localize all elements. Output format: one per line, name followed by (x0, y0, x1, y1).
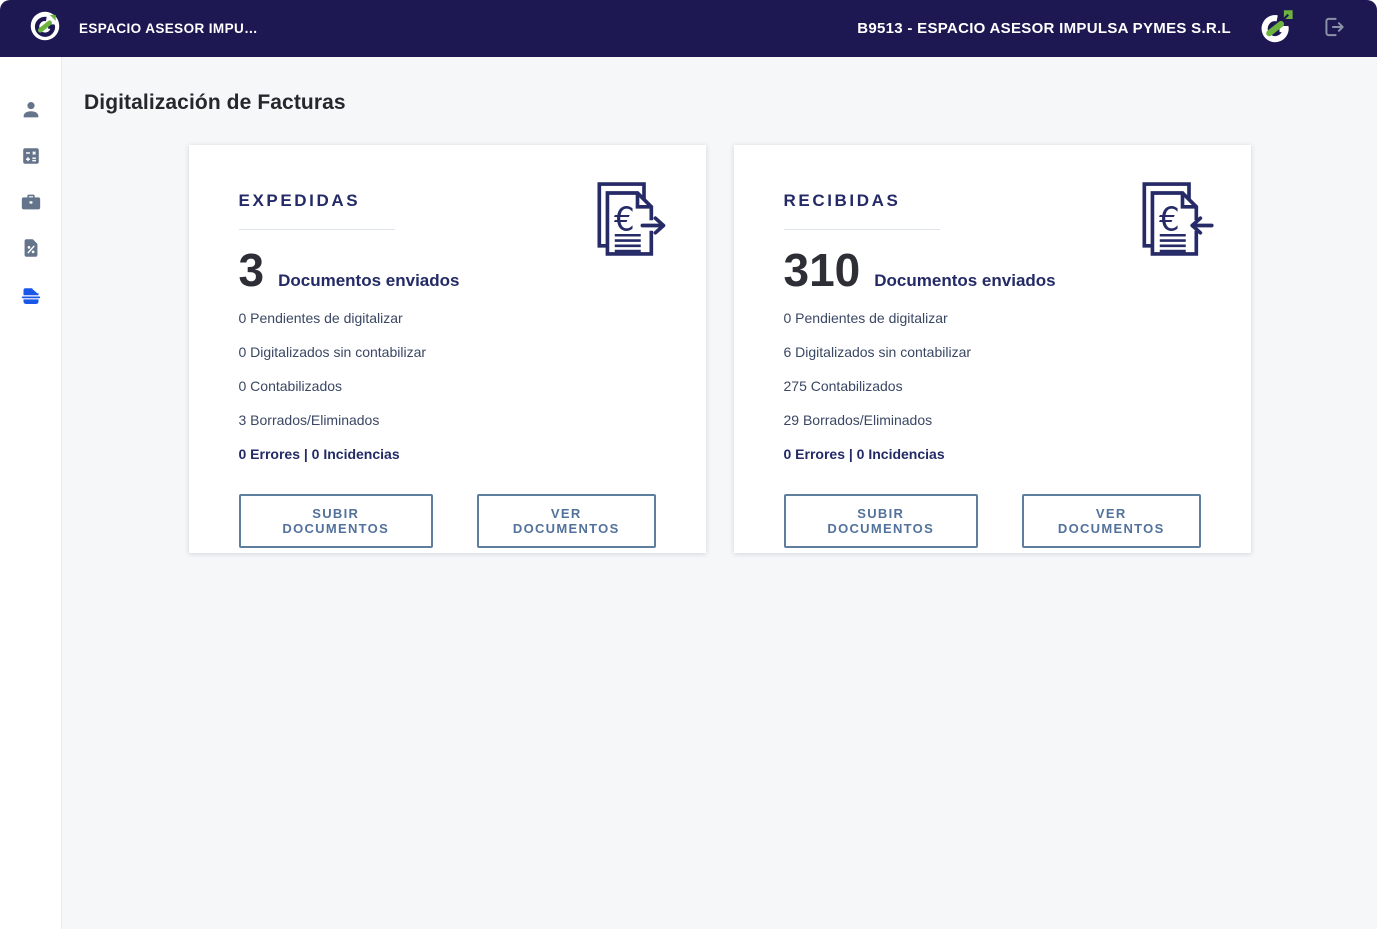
stat-pendientes: 0 Pendientes de digitalizar (238, 310, 403, 327)
stat-borrados: 3 Borrados/Eliminados (238, 412, 380, 429)
documents-count-label: Documentos enviados (278, 271, 460, 290)
scanner-icon (19, 282, 43, 309)
svg-text:€: € (613, 200, 634, 238)
count-row: 3 Documentos enviados (238, 244, 656, 296)
sidebar-item-scanner-active[interactable] (11, 281, 51, 309)
sidebar-item-user[interactable] (11, 97, 51, 125)
stat-digitalizados: 0 Digitalizados sin contabilizar (238, 344, 427, 361)
subir-documentos-button[interactable]: SUBIR DOCUMENTOS (783, 494, 978, 549)
sidebar (0, 57, 62, 929)
bottom-strip (0, 929, 1377, 935)
documents-euro-outgoing-icon: € (592, 175, 670, 268)
documents-count-label: Documentos enviados (874, 271, 1056, 290)
card-title: RECIBIDAS (783, 191, 901, 210)
stat-errores-incidencias: 0 Errores | 0 Incidencias (783, 446, 945, 463)
stat-errores-incidencias: 0 Errores | 0 Incidencias (238, 446, 400, 463)
stat-contabilizados: 275 Contabilizados (783, 378, 903, 395)
documents-count: 3 (238, 244, 265, 296)
body-row: Digitalización de Facturas EXPEDIDAS 3 D… (0, 57, 1377, 929)
card-recibidas: RECIBIDAS 310 Documentos enviados 0 Pend… (733, 145, 1251, 553)
logout-button[interactable] (1321, 14, 1347, 43)
company-logo-icon (1255, 5, 1297, 52)
count-row: 310 Documentos enviados (783, 244, 1201, 296)
cards-row: EXPEDIDAS 3 Documentos enviados 0 Pendie… (62, 145, 1377, 553)
sidebar-item-tax-document[interactable] (11, 235, 51, 263)
card-buttons: SUBIR DOCUMENTOS VER DOCUMENTOS (783, 494, 1201, 549)
ver-documentos-button[interactable]: VER DOCUMENTOS (1021, 494, 1201, 549)
briefcase-icon (20, 191, 42, 216)
sidebar-item-briefcase[interactable] (11, 189, 51, 217)
documents-euro-incoming-icon: € (1137, 175, 1215, 268)
sidebar-item-calculator[interactable] (11, 143, 51, 171)
stat-pendientes: 0 Pendientes de digitalizar (783, 310, 948, 327)
calculator-icon (20, 145, 42, 170)
stat-digitalizados: 6 Digitalizados sin contabilizar (783, 344, 972, 361)
user-icon (20, 99, 42, 124)
card-title: EXPEDIDAS (238, 191, 361, 210)
company-name: B9513 - ESPACIO ASESOR IMPULSA PYMES S.R… (857, 20, 1231, 37)
main-content: Digitalización de Facturas EXPEDIDAS 3 D… (62, 57, 1377, 929)
subir-documentos-button[interactable]: SUBIR DOCUMENTOS (238, 494, 433, 549)
brand-logo-icon (26, 7, 64, 50)
documents-count: 310 (783, 244, 861, 296)
topbar-right-area: B9513 - ESPACIO ASESOR IMPULSA PYMES S.R… (857, 5, 1347, 52)
page-title: Digitalización de Facturas (84, 91, 346, 114)
title-underline (783, 229, 940, 230)
ver-documentos-button[interactable]: VER DOCUMENTOS (476, 494, 656, 549)
brand-name: ESPACIO ASESOR IMPU… (79, 21, 259, 36)
top-navigation-bar: ESPACIO ASESOR IMPU… B9513 - ESPACIO ASE… (0, 0, 1377, 57)
svg-text:€: € (1158, 200, 1179, 238)
card-buttons: SUBIR DOCUMENTOS VER DOCUMENTOS (238, 494, 656, 549)
logout-icon (1321, 14, 1347, 43)
brand-area: ESPACIO ASESOR IMPU… (26, 7, 258, 50)
stat-contabilizados: 0 Contabilizados (238, 378, 343, 395)
title-underline (238, 229, 395, 230)
card-expedidas: EXPEDIDAS 3 Documentos enviados 0 Pendie… (188, 145, 706, 553)
tax-document-icon (20, 237, 42, 262)
stat-borrados: 29 Borrados/Eliminados (783, 412, 933, 429)
